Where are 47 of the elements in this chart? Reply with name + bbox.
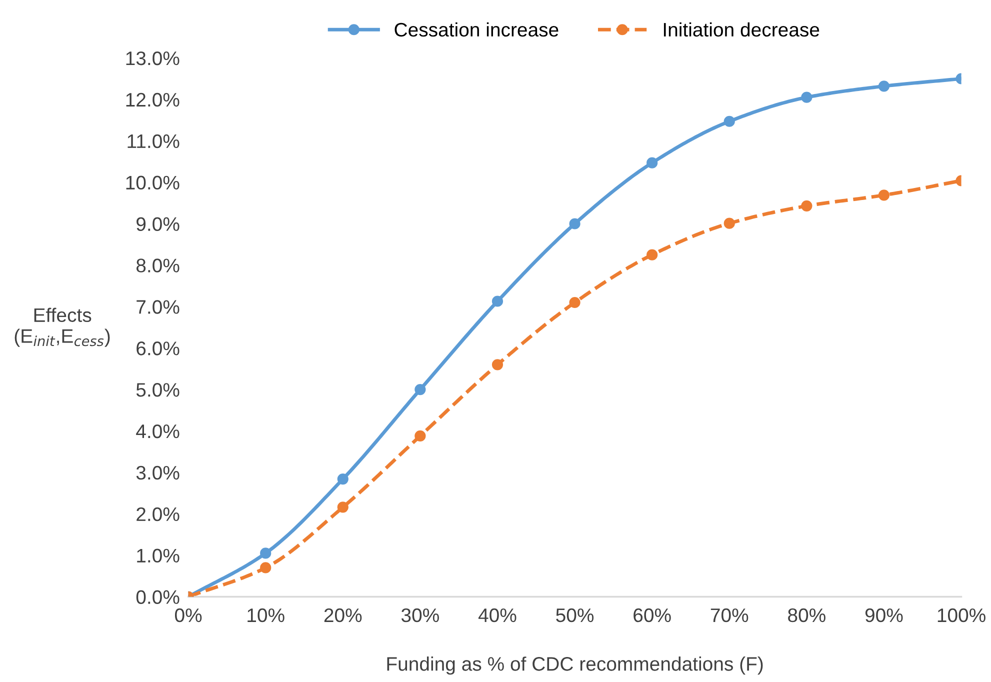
legend-label: Initiation decrease <box>664 22 820 37</box>
y-tick-label: 9.0% <box>136 217 180 231</box>
x-axis-title: Funding as % of CDC recommendations (F) <box>387 656 763 675</box>
point <box>801 92 812 103</box>
y-tick-label: 13.0% <box>126 51 180 66</box>
point <box>646 157 658 168</box>
point <box>492 296 504 307</box>
point <box>414 430 426 442</box>
y-axis-title: Effects (E$_{init}$,E$_{cess}$) <box>14 308 110 347</box>
y-tick-label: 1.0% <box>137 548 180 563</box>
point <box>414 384 426 396</box>
point <box>260 562 272 574</box>
x-tick-label: 0% <box>175 608 202 622</box>
point <box>260 548 272 559</box>
point <box>801 200 812 212</box>
y-tick-label: 8.0% <box>136 258 180 272</box>
y-tick-label: 11.0% <box>128 134 180 148</box>
x-tick-label: 50% <box>556 608 594 622</box>
y-tick-label: 4.0% <box>136 424 180 438</box>
point <box>569 218 580 230</box>
point <box>569 296 580 308</box>
point <box>337 473 348 485</box>
point <box>646 249 658 260</box>
x-tick-label: 90% <box>865 608 903 622</box>
y-tick-label: 7.0% <box>136 300 180 314</box>
y-tick-label: 6.0% <box>136 342 180 356</box>
y-tick-label: 10.0% <box>126 176 180 190</box>
x-tick-label: 70% <box>710 608 748 622</box>
y-tick-label: 3.0% <box>136 466 180 480</box>
x-tick-label: 80% <box>788 608 826 622</box>
point <box>492 359 504 370</box>
x-tick-label: 20% <box>324 608 362 622</box>
point <box>878 190 890 201</box>
x-tick-label: 10% <box>248 608 284 622</box>
y-tick-label: 5.0% <box>136 382 180 397</box>
x-tick-label: 60% <box>634 608 671 622</box>
x-tick-label: 30% <box>401 608 439 622</box>
point <box>724 116 735 127</box>
legend-label: Cessation increase <box>394 22 558 37</box>
x-tick-label: 100% <box>938 608 986 622</box>
y-tick-label: 2.0% <box>136 507 180 522</box>
point <box>724 218 735 229</box>
y-tick-label: 12.0% <box>126 92 180 107</box>
point <box>337 502 348 513</box>
point <box>878 80 890 92</box>
x-tick-label: 40% <box>478 608 516 622</box>
y-tick-label: 0.0% <box>136 590 180 604</box>
